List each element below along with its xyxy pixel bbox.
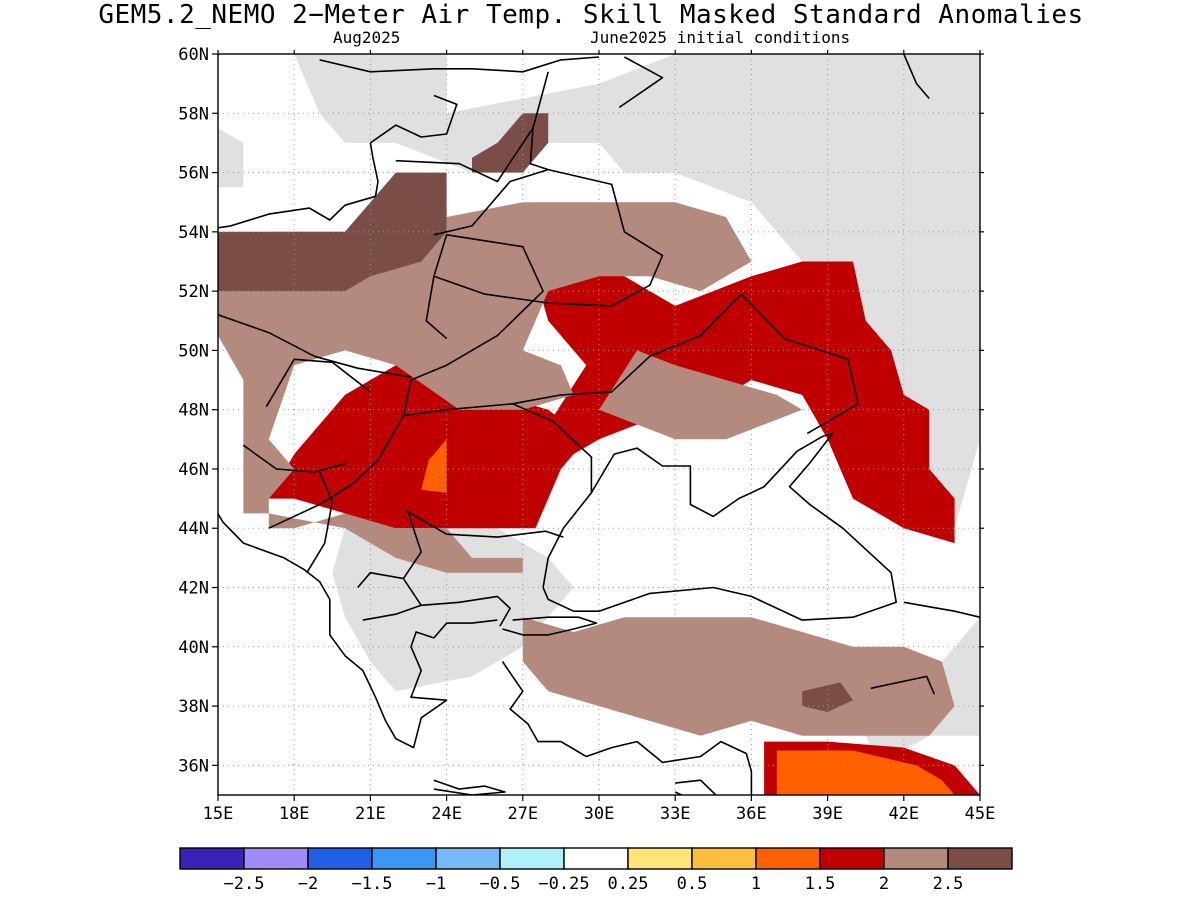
- boundary-line: [306, 471, 334, 574]
- lon-tick-label: 39E: [812, 804, 843, 824]
- region-anomaly-gt2.5-baltic: [472, 113, 549, 173]
- boundary-line: [369, 94, 458, 144]
- colorbar-swatch: [307, 847, 373, 870]
- colorbar-swatch: [563, 847, 629, 870]
- lon-tick-label: 21E: [355, 804, 386, 824]
- boundary-line: [218, 312, 412, 378]
- lon-tick-label: 36E: [736, 804, 767, 824]
- colorbar-swatch: [755, 847, 821, 870]
- colorbar-label: 0.25: [608, 874, 649, 894]
- lat-tick-label: 48N: [178, 401, 209, 421]
- lat-tick-label: 42N: [178, 579, 209, 599]
- region-anomaly-1-1.5-romania: [421, 439, 447, 493]
- latitude-axis: 36N 38N 40N 42N 44N 46N 48N 50N 52N 54N 56N 58N 60N: [178, 45, 984, 776]
- colorbar: −2.5 −2 −1.5 −1 −0.5 −0.25 0.25 0.5 1 1.5 2 2.5: [179, 847, 1013, 894]
- colorbar-label: −0.5: [480, 874, 521, 894]
- lon-tick-label: 33E: [660, 804, 691, 824]
- colorbar-label: −1: [426, 874, 446, 894]
- boundary-line: [674, 779, 717, 795]
- boundary-line: [218, 181, 379, 229]
- boundary-line: [242, 444, 348, 473]
- colorbar-swatch: [179, 847, 245, 870]
- colorbar-swatch: [435, 847, 501, 870]
- coastlines-and-borders: [218, 54, 980, 795]
- colorbar-label: −0.25: [538, 874, 589, 894]
- boundary-line: [501, 661, 753, 795]
- region-anomaly-2-2.5-ukraine: [599, 350, 803, 440]
- lat-tick-label: 40N: [178, 638, 209, 658]
- region-anomaly-2-2.5-turkey: [522, 617, 955, 736]
- boundary-line: [265, 358, 371, 408]
- colorbar-label: 0.5: [677, 874, 708, 894]
- colorbar-swatch: [883, 847, 949, 870]
- colorbar-label: −2: [298, 874, 318, 894]
- boundary-line: [542, 432, 898, 621]
- boundary-line: [402, 513, 423, 580]
- boundary-line: [512, 293, 859, 435]
- colorbar-label: 1.5: [805, 874, 836, 894]
- forecast-month: Aug2025: [333, 28, 401, 47]
- graticule: [218, 54, 980, 795]
- lon-tick-label: 42E: [888, 804, 919, 824]
- lat-tick-label: 38N: [178, 697, 209, 717]
- boundary-line: [529, 128, 549, 171]
- boundary-line: [903, 54, 930, 100]
- lon-tick-label: 27E: [507, 804, 538, 824]
- lat-tick-label: 36N: [178, 756, 209, 776]
- boundary-line: [218, 512, 498, 749]
- colorbar-label: 1: [751, 874, 761, 894]
- lat-tick-label: 58N: [178, 104, 209, 124]
- boundary-line: [618, 56, 664, 109]
- boundary-line: [357, 571, 423, 621]
- boundary-line: [421, 595, 511, 627]
- colorbar-swatch: [947, 847, 1013, 870]
- colorbar-label: 2: [879, 874, 889, 894]
- boundary-line: [369, 142, 379, 182]
- lat-tick-label: 54N: [178, 223, 209, 243]
- colorbar-label: −1.5: [352, 874, 393, 894]
- boundary-line: [433, 168, 664, 307]
- region-anomaly-gt2.5-germany: [218, 172, 447, 292]
- boundary-line: [319, 56, 600, 73]
- lon-tick-label: 18E: [279, 804, 310, 824]
- colorbar-swatch: [499, 847, 565, 870]
- lon-tick-label: 15E: [203, 804, 234, 824]
- colorbar-swatch: [243, 847, 309, 870]
- boundary-line: [870, 675, 936, 695]
- lon-tick-label: 30E: [584, 804, 615, 824]
- colorbar-swatch: [691, 847, 757, 870]
- lon-tick-label: 45E: [965, 804, 996, 824]
- initial-conditions-label: June2025 initial conditions: [590, 28, 851, 47]
- colorbar-label: −2.5: [224, 874, 265, 894]
- lat-tick-label: 46N: [178, 460, 209, 480]
- longitude-axis: 15E 18E 21E 24E 27E 30E 33E 36E 39E 42E 45E: [203, 50, 996, 824]
- lat-tick-label: 44N: [178, 519, 209, 539]
- lon-tick-label: 24E: [431, 804, 462, 824]
- lat-tick-label: 56N: [178, 164, 209, 184]
- colorbar-label: 2.5: [933, 874, 964, 894]
- boundary-line: [502, 616, 598, 636]
- lat-tick-label: 50N: [178, 341, 209, 361]
- colorbar-swatch: [371, 847, 437, 870]
- boundary-line: [268, 402, 593, 529]
- boundary-line: [903, 601, 980, 618]
- lat-tick-label: 60N: [178, 45, 209, 65]
- anomaly-regions: [218, 54, 980, 795]
- region-anomaly-gt2.5-turkey: [802, 682, 853, 712]
- region-masked-west: [218, 128, 244, 188]
- colorbar-swatch: [627, 847, 693, 870]
- lat-tick-label: 52N: [178, 282, 209, 302]
- region-anomaly-1-1.5-syria: [776, 750, 955, 795]
- boundary-line: [395, 71, 549, 183]
- boundary-line: [402, 234, 544, 416]
- region-anomaly-1.5-2-ukraine-russia: [535, 261, 955, 544]
- map-title: GEM5.2_NEMO 2−Meter Air Temp. Skill Mask…: [98, 0, 1084, 30]
- boundary-line: [433, 779, 506, 795]
- boundary-line: [405, 509, 564, 538]
- region-anomaly-2-2.5-poland: [218, 202, 752, 573]
- colorbar-swatch: [819, 847, 885, 870]
